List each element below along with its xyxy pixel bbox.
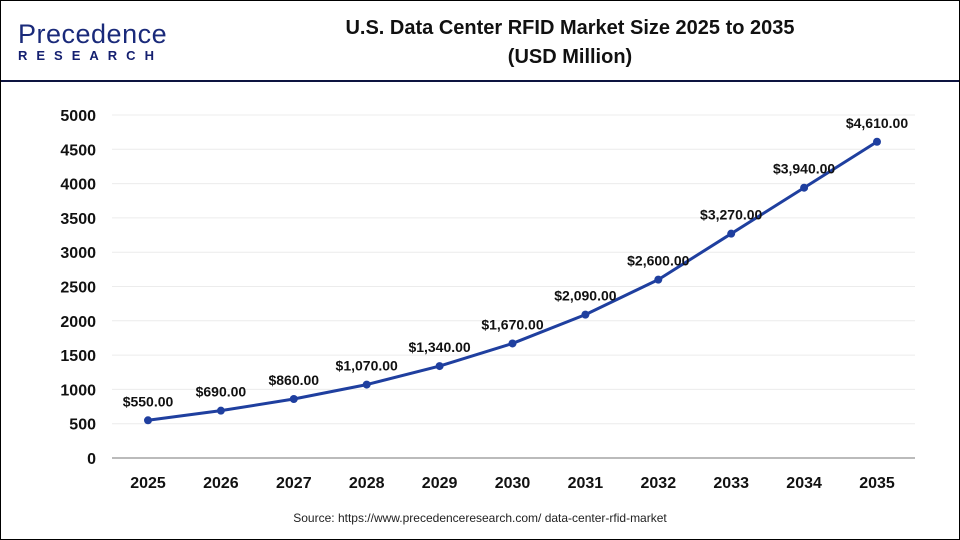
data-point bbox=[508, 339, 517, 348]
data-label: $3,940.00 bbox=[773, 161, 835, 177]
data-label: $2,600.00 bbox=[627, 253, 689, 269]
data-point bbox=[654, 275, 663, 284]
data-point bbox=[289, 395, 298, 404]
x-tick-label: 2031 bbox=[568, 475, 604, 492]
y-tick-label: 0 bbox=[87, 451, 96, 468]
y-tick-label: 4000 bbox=[60, 177, 96, 194]
data-point bbox=[581, 310, 590, 319]
data-label: $860.00 bbox=[268, 372, 319, 388]
data-label: $2,090.00 bbox=[554, 288, 616, 304]
source-note: Source: https://www.precedenceresearch.c… bbox=[293, 511, 667, 525]
data-label: $1,340.00 bbox=[408, 339, 470, 355]
data-label: $3,270.00 bbox=[700, 207, 762, 223]
data-label: $4,610.00 bbox=[846, 115, 908, 131]
data-point bbox=[800, 183, 809, 192]
y-tick-label: 500 bbox=[69, 417, 96, 434]
x-tick-label: 2033 bbox=[713, 475, 749, 492]
logo-line2: RESEARCH bbox=[18, 48, 163, 63]
data-label: $1,070.00 bbox=[336, 358, 398, 374]
data-point bbox=[216, 406, 225, 415]
data-point bbox=[873, 137, 881, 146]
data-point bbox=[435, 362, 444, 371]
chart-subtitle: (USD Million) bbox=[507, 46, 633, 68]
data-label: $690.00 bbox=[196, 384, 247, 400]
x-tick-label: 2025 bbox=[130, 475, 166, 492]
x-tick-label: 2026 bbox=[203, 475, 239, 492]
x-tick-label: 2028 bbox=[349, 475, 385, 492]
chart-title: U.S. Data Center RFID Market Size 2025 t… bbox=[345, 17, 795, 39]
y-tick-label: 5000 bbox=[60, 108, 96, 125]
x-tick-label: 2032 bbox=[641, 475, 677, 492]
x-tick-label: 2029 bbox=[422, 475, 458, 492]
logo-line1: Precedence bbox=[18, 19, 168, 49]
header-divider bbox=[1, 80, 959, 82]
y-tick-label: 1000 bbox=[60, 382, 96, 399]
precedence-research-logo: Precedence RESEARCH bbox=[18, 20, 167, 63]
data-label: $550.00 bbox=[123, 393, 174, 409]
data-point bbox=[362, 380, 371, 389]
chart-title-block: U.S. Data Center RFID Market Size 2025 t… bbox=[300, 14, 840, 72]
x-tick-label: 2027 bbox=[276, 475, 312, 492]
x-tick-label: 2035 bbox=[859, 475, 895, 492]
y-tick-label: 4500 bbox=[60, 142, 96, 159]
data-label: $1,670.00 bbox=[481, 316, 543, 332]
y-tick-label: 3500 bbox=[60, 211, 96, 228]
data-point bbox=[727, 229, 736, 238]
x-tick-label: 2030 bbox=[495, 475, 531, 492]
x-tick-label: 2034 bbox=[786, 475, 822, 492]
y-tick-label: 3000 bbox=[60, 245, 96, 262]
y-tick-label: 2000 bbox=[60, 314, 96, 331]
data-point bbox=[144, 416, 152, 425]
y-tick-label: 1500 bbox=[60, 348, 96, 365]
y-tick-label: 2500 bbox=[60, 280, 96, 297]
